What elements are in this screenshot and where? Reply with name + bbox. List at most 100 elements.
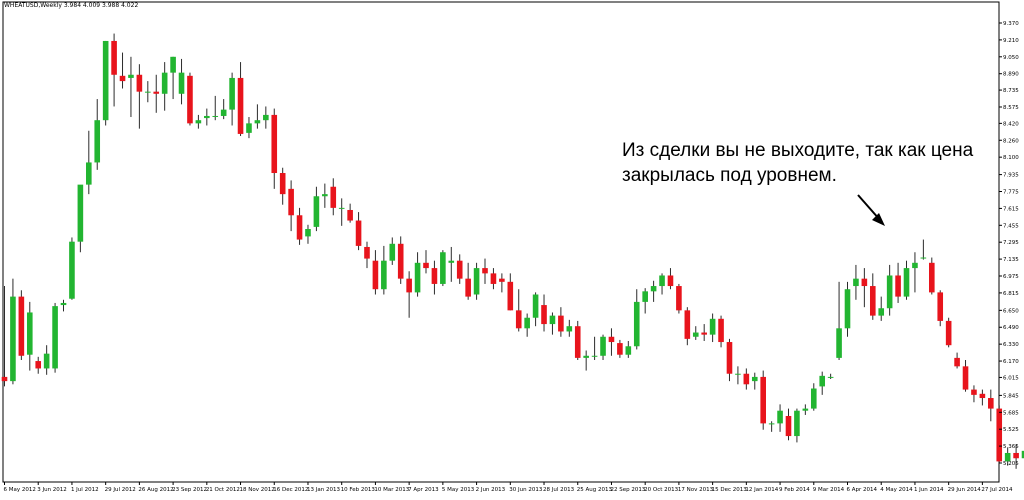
candle-body xyxy=(760,376,766,424)
candle-body xyxy=(768,423,775,425)
x-tick-label: 17 Nov 2013 xyxy=(678,487,714,493)
candle xyxy=(979,389,986,406)
candle xyxy=(676,283,682,314)
candle-body xyxy=(777,410,783,424)
candle xyxy=(819,371,826,395)
y-tick-label: 8.890 xyxy=(1003,72,1019,78)
candle-body xyxy=(810,388,817,409)
candle xyxy=(473,262,480,300)
candle-body xyxy=(423,262,429,269)
candle xyxy=(617,339,623,358)
candle xyxy=(701,324,707,341)
candle-body xyxy=(102,40,109,121)
x-tick-label: 30 Jun 2013 xyxy=(509,487,543,493)
candle xyxy=(532,292,539,327)
candle xyxy=(971,385,977,403)
candle-body xyxy=(988,398,994,409)
candle-body xyxy=(625,346,632,355)
candle-body xyxy=(10,296,16,382)
candle-body xyxy=(52,306,58,369)
candle-body xyxy=(364,246,370,259)
candle-body xyxy=(86,162,92,185)
candle-body xyxy=(945,320,952,346)
candle xyxy=(178,58,185,105)
annotation-text: Из сделки вы не выходите, так как цена з… xyxy=(622,140,974,186)
candle-body xyxy=(170,56,176,73)
y-tick-label: 9.050 xyxy=(1003,55,1019,61)
candle xyxy=(77,184,84,253)
candle xyxy=(836,281,842,360)
candle-body xyxy=(456,260,463,279)
candle xyxy=(482,258,488,284)
candle xyxy=(988,389,994,422)
x-tick-label: 29 Jul 2012 xyxy=(105,487,136,493)
candle xyxy=(785,408,792,441)
candle-body xyxy=(372,260,379,290)
candle xyxy=(507,273,514,311)
candle xyxy=(431,260,438,295)
candle-body xyxy=(119,75,126,82)
candle xyxy=(204,108,210,126)
candle xyxy=(94,99,101,170)
candle-body xyxy=(583,355,589,358)
candle-body xyxy=(414,262,421,293)
candle-body xyxy=(954,357,960,367)
candle-body xyxy=(313,196,320,227)
y-tick-label: 7.935 xyxy=(1003,173,1019,179)
candle xyxy=(574,320,581,360)
candle-body xyxy=(229,77,235,110)
x-tick-label: 1 Jul 2012 xyxy=(71,487,99,493)
candle-body xyxy=(827,376,834,378)
candle-body xyxy=(128,74,134,78)
candle-body xyxy=(1004,452,1011,462)
candle-body xyxy=(650,286,657,292)
candle-body xyxy=(296,215,303,240)
candle-body xyxy=(515,310,522,329)
candle-body xyxy=(751,376,758,382)
candle xyxy=(726,338,733,382)
candle xyxy=(920,239,927,260)
candle-body xyxy=(617,343,623,355)
candle xyxy=(1,286,8,387)
candle-body xyxy=(195,120,202,124)
candle xyxy=(743,368,750,390)
x-tick-label: 4 May 2014 xyxy=(880,487,913,493)
candle xyxy=(490,268,497,290)
candle xyxy=(60,299,67,312)
candle xyxy=(937,290,944,327)
y-tick-label: 8.735 xyxy=(1003,88,1019,94)
candle xyxy=(195,114,202,129)
candle xyxy=(288,180,294,232)
y-tick-label: 6.330 xyxy=(1003,342,1019,348)
candle-body xyxy=(237,77,244,134)
candle-body xyxy=(785,415,792,437)
x-tick-label: 16 Dec 2012 xyxy=(273,487,308,493)
candle-body xyxy=(254,120,261,124)
candle xyxy=(355,212,362,251)
candle xyxy=(170,56,176,100)
candle xyxy=(996,405,1003,464)
candle xyxy=(52,302,58,373)
candle xyxy=(423,250,429,274)
candle xyxy=(608,328,615,356)
candle xyxy=(794,408,800,443)
candle xyxy=(254,104,261,129)
candle xyxy=(549,312,556,335)
candle-body xyxy=(1,376,8,382)
y-tick-label: 7.455 xyxy=(1003,223,1019,229)
candles-layer xyxy=(1,33,1024,469)
candle-body xyxy=(912,262,918,269)
candle xyxy=(558,307,564,337)
candle-body xyxy=(558,315,564,332)
candle xyxy=(347,203,353,223)
candle xyxy=(246,117,252,139)
candle-body xyxy=(440,252,446,284)
candle xyxy=(642,288,648,314)
candle xyxy=(751,372,758,390)
candle-body xyxy=(718,318,724,343)
candle xyxy=(271,108,278,189)
x-tick-label: 15 Dec 2013 xyxy=(712,487,748,493)
candle-body xyxy=(507,281,514,311)
candle-body xyxy=(279,173,286,195)
